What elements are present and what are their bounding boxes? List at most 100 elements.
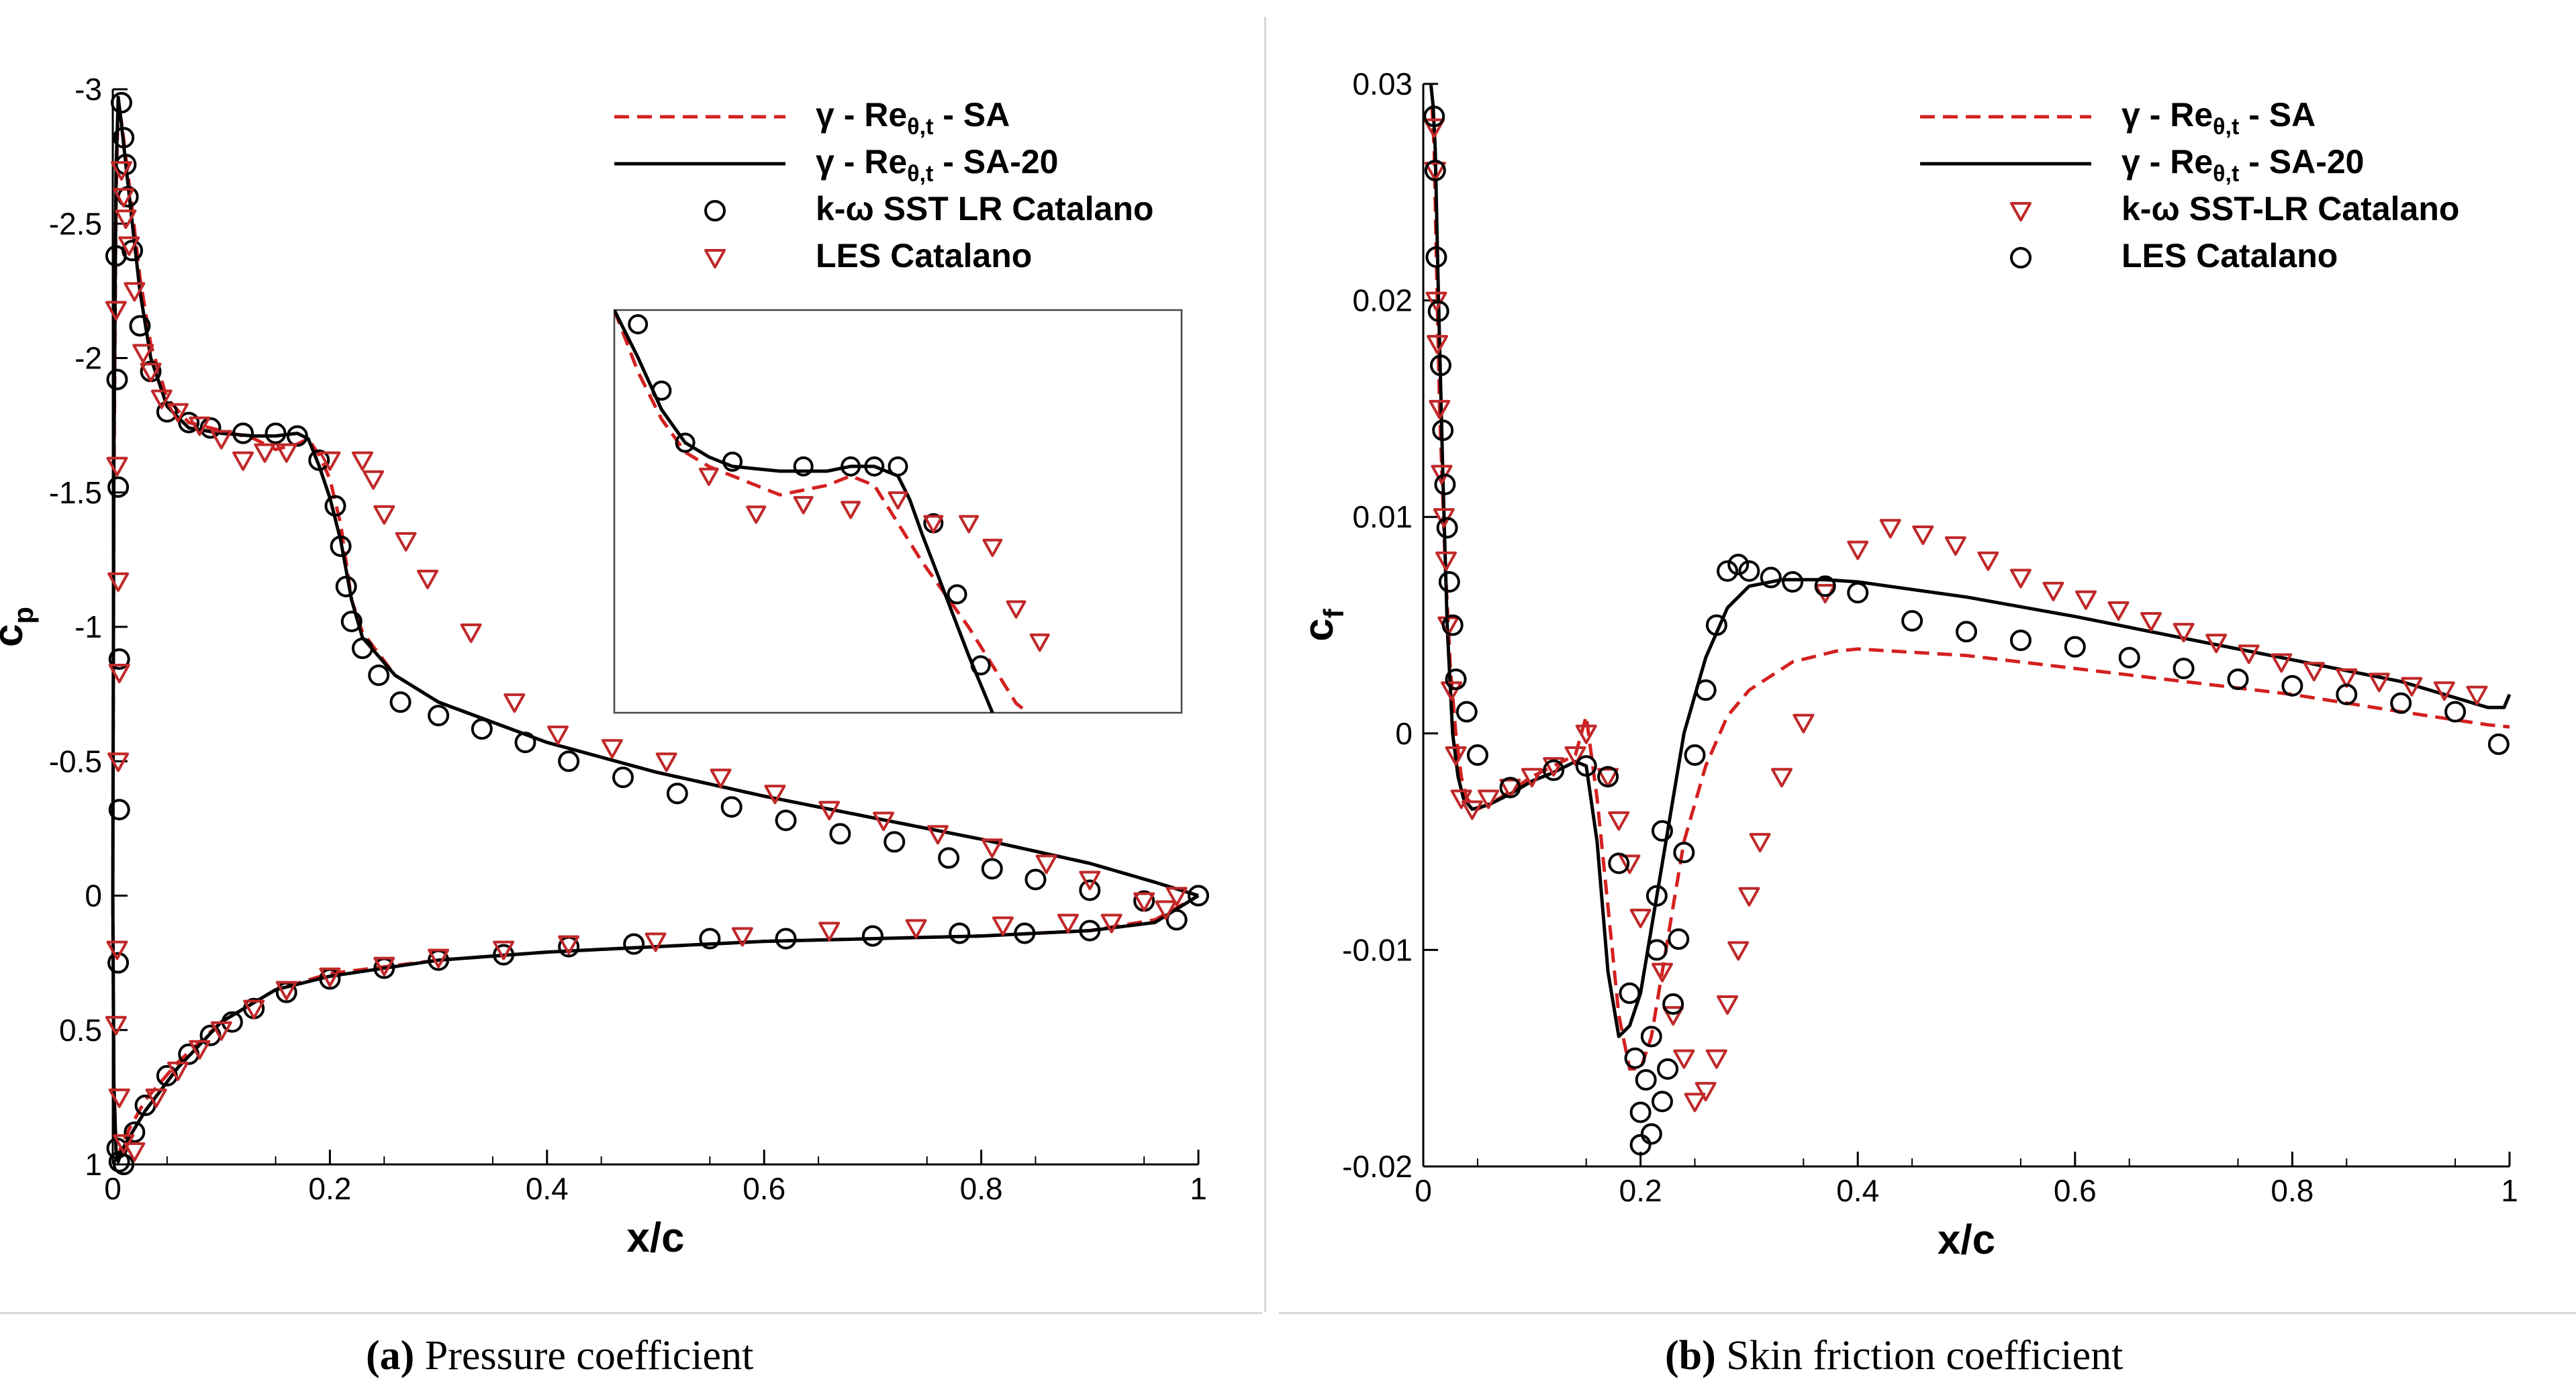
triangle-point — [118, 236, 140, 256]
triangle-point — [1944, 536, 1966, 556]
triangle-point — [210, 430, 232, 450]
triangle-point — [710, 768, 732, 789]
circle-point — [666, 783, 688, 805]
legend-label: γ - Reθ,t - SA — [816, 96, 1010, 140]
legend-label: γ - Reθ,t - SA-20 — [2121, 143, 2365, 187]
triangle-point — [905, 919, 927, 939]
y-tick-label: 0 — [1395, 716, 1413, 751]
circle-point — [1624, 1047, 1646, 1069]
triangle-point — [2173, 623, 2195, 643]
triangle-point — [1608, 811, 1630, 831]
triangle-point — [1499, 779, 1521, 799]
circle-point — [1956, 621, 1977, 643]
triangle-point — [167, 403, 189, 423]
x-tick-label: 0.2 — [308, 1171, 351, 1206]
circle-point — [775, 928, 797, 950]
circle-point — [1597, 766, 1619, 788]
circle-point — [1427, 300, 1449, 322]
caption-a-text: Pressure coefficient — [424, 1333, 754, 1379]
circle-point — [2487, 733, 2510, 755]
triangle-point — [167, 1061, 189, 1081]
circle-point — [981, 858, 1003, 880]
triangle-point — [2009, 568, 2032, 589]
inset-sa20-curve — [614, 310, 994, 713]
circle-point — [1760, 566, 1782, 589]
triangle-point — [1564, 746, 1586, 766]
zoom-inset — [613, 309, 1183, 714]
circle-point — [308, 449, 330, 471]
triangle-point — [1575, 724, 1597, 744]
y-tick-label: -2 — [75, 341, 102, 376]
x-tick-label: 0.8 — [960, 1171, 1003, 1206]
x-tick-label: 0.2 — [1619, 1173, 1662, 1208]
circle-point — [1814, 575, 1836, 597]
triangle-markers — [105, 161, 1188, 1162]
triangle-point — [373, 505, 395, 525]
triangle-point — [1435, 551, 1457, 571]
y-tick-label: -2.5 — [49, 206, 102, 241]
circle-point — [1432, 419, 1454, 442]
y-tick-label: 1 — [85, 1147, 102, 1182]
triangle-point — [1450, 789, 1472, 809]
skin-friction-panel: 0 0.2 0.4 0.6 0.8 1 0.03 0.02 0.01 0 -0.01 -0.02 x/c… — [1276, 0, 2576, 1400]
legend: γ - Reθ,t - SAγ - Reθ,t - SA-20k-ω SST-L… — [1920, 96, 2459, 274]
triangle-point — [1543, 757, 1565, 777]
sa-curve — [1430, 105, 2510, 1071]
triangle-point — [1133, 892, 1155, 912]
triangle-point — [1749, 833, 1771, 853]
triangle-point — [2205, 634, 2228, 654]
triangle-point — [1100, 913, 1123, 934]
circle-point — [1645, 885, 1668, 907]
triangle-point — [113, 188, 135, 208]
triangle-point — [373, 956, 395, 977]
triangle-point — [1478, 789, 1500, 809]
legend-circle — [2010, 247, 2032, 268]
circle-point — [1456, 701, 1478, 723]
circle-point — [156, 401, 178, 423]
circle-point — [1424, 160, 1446, 182]
inset-triangle-point — [888, 491, 908, 510]
circle-point — [351, 638, 373, 660]
circle-point — [330, 535, 352, 557]
x-tick-label: 1 — [1190, 1171, 1207, 1206]
inset-triangle-point — [982, 538, 1003, 557]
triangle-point — [1651, 962, 1673, 983]
triangle-markers — [1423, 118, 2488, 1113]
y-axis-label: cp — [0, 607, 39, 647]
triangle-point — [416, 569, 438, 589]
triangle-point — [115, 209, 137, 230]
inset-circle-point — [947, 584, 967, 605]
triangle-point — [1847, 540, 1869, 560]
triangle-point — [363, 470, 385, 490]
caption-rule-a — [0, 1312, 1262, 1314]
inset-circle-point — [841, 456, 861, 477]
inset-sa-curve — [614, 310, 1031, 713]
circle-point — [265, 422, 287, 444]
y-axis-label-group: cp — [0, 607, 39, 647]
inset-triangle-point — [1029, 633, 1050, 652]
circle-point — [1445, 668, 1467, 691]
legend-circle — [704, 200, 726, 221]
pressure-coefficient-panel: 0 0.2 0.4 0.6 0.8 1 -3 -2.5 -2 -1.5 -1 -0.5 0 0.5 1 x/c… — [0, 0, 1262, 1400]
inset-triangle-point — [698, 467, 719, 487]
triangle-point — [275, 981, 297, 1001]
circle-point — [471, 718, 493, 740]
x-tick-label: 0.4 — [1836, 1173, 1879, 1208]
legend: γ - Reθ,t - SAγ - Reθ,t - SA-20k-ω SST L… — [614, 96, 1153, 274]
inset-circle-point — [651, 381, 672, 401]
circle-point — [2064, 636, 2086, 658]
x-tick-label: 0.6 — [743, 1171, 785, 1206]
triangle-point — [189, 1040, 211, 1060]
triangle-point — [106, 456, 128, 477]
circle-point — [623, 933, 645, 955]
circle-point — [1668, 928, 1690, 950]
circle-point — [2281, 674, 2303, 697]
circle-point — [775, 809, 797, 832]
circle-point — [861, 925, 884, 947]
triangle-point — [1662, 1006, 1684, 1026]
circle-point — [949, 922, 971, 944]
circle-point — [1466, 744, 1488, 766]
inset-circle-point — [628, 314, 649, 335]
y-tick-label: 0.02 — [1352, 283, 1413, 318]
circle-point — [178, 411, 200, 434]
